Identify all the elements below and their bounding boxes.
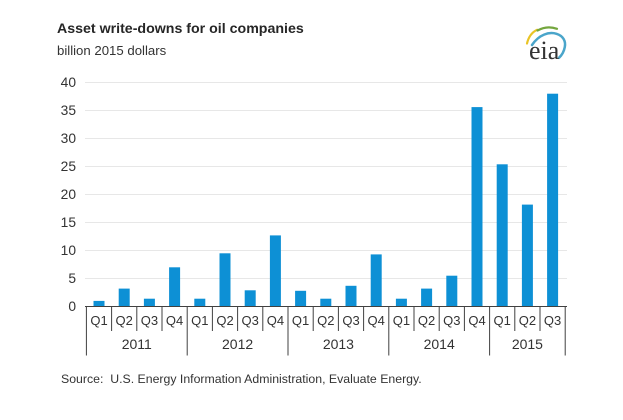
- svg-text:Q1: Q1: [191, 313, 208, 328]
- svg-text:Q3: Q3: [141, 313, 158, 328]
- svg-text:2012: 2012: [222, 336, 253, 352]
- svg-text:Q2: Q2: [116, 313, 133, 328]
- svg-text:2011: 2011: [122, 336, 152, 352]
- svg-text:30: 30: [61, 131, 77, 146]
- svg-text:Q4: Q4: [368, 313, 385, 328]
- svg-text:eia: eia: [529, 36, 560, 65]
- svg-text:Q2: Q2: [418, 313, 435, 328]
- svg-text:Q1: Q1: [393, 313, 410, 328]
- svg-text:Q3: Q3: [242, 313, 259, 328]
- svg-text:Q3: Q3: [544, 313, 561, 328]
- svg-text:20: 20: [61, 187, 77, 202]
- svg-text:billion 2015 dollars: billion 2015 dollars: [57, 43, 167, 58]
- svg-text:Q4: Q4: [166, 313, 183, 328]
- svg-text:0: 0: [68, 299, 76, 314]
- svg-text:10: 10: [61, 243, 77, 258]
- svg-text:2014: 2014: [424, 336, 455, 352]
- svg-text:25: 25: [61, 159, 77, 174]
- svg-text:40: 40: [61, 75, 77, 90]
- svg-text:35: 35: [61, 103, 77, 118]
- svg-text:2015: 2015: [512, 336, 543, 352]
- svg-text:Q2: Q2: [216, 313, 233, 328]
- svg-text:Q1: Q1: [494, 313, 511, 328]
- svg-text:Source: U.S. Energy Informati: Source: U.S. Energy Information Administ…: [61, 372, 422, 386]
- svg-text:Q3: Q3: [342, 313, 359, 328]
- svg-text:Q4: Q4: [468, 313, 485, 328]
- svg-text:Q1: Q1: [90, 313, 107, 328]
- svg-text:Q1: Q1: [292, 313, 309, 328]
- svg-text:Q4: Q4: [267, 313, 284, 328]
- svg-text:Q2: Q2: [519, 313, 536, 328]
- svg-text:Q3: Q3: [443, 313, 460, 328]
- svg-text:5: 5: [68, 271, 76, 286]
- svg-text:2013: 2013: [323, 336, 354, 352]
- svg-text:15: 15: [61, 215, 77, 230]
- svg-text:Q2: Q2: [317, 313, 334, 328]
- svg-text:Asset write-downs for oil comp: Asset write-downs for oil companies: [57, 21, 304, 37]
